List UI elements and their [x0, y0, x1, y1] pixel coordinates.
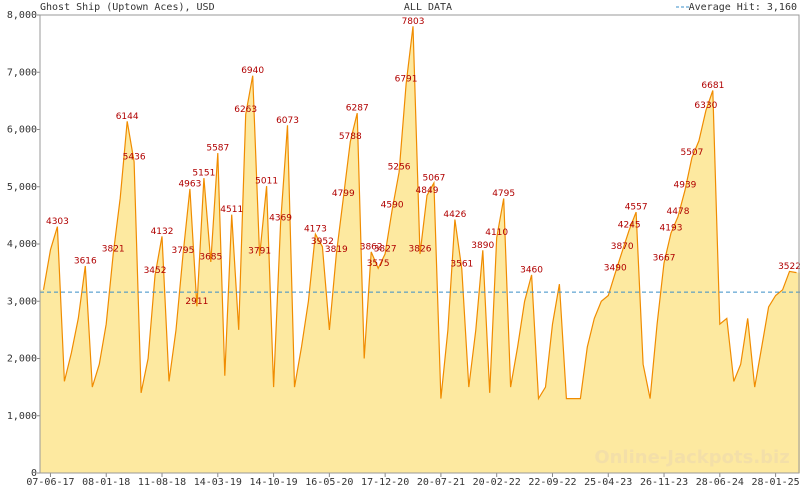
y-tick-label: 0: [31, 468, 37, 479]
data-label: 3561: [450, 260, 473, 270]
data-label: 3490: [604, 264, 627, 274]
x-tick-label: 07-06-17: [26, 477, 74, 488]
data-label: 4245: [618, 220, 641, 230]
data-label: 3667: [653, 254, 676, 264]
legend-label: Average Hit: 3,160: [689, 2, 797, 13]
y-tick-label: 2,000: [7, 354, 37, 365]
data-label: 6940: [241, 66, 264, 76]
data-label: 4795: [492, 189, 515, 199]
y-tick-label: 5,000: [7, 182, 37, 193]
data-label: 3826: [409, 244, 432, 254]
x-tick-label: 17-12-20: [361, 477, 409, 488]
x-tick-label: 22-09-22: [528, 477, 576, 488]
x-tick-label: 20-07-21: [417, 477, 465, 488]
data-label: 5788: [339, 132, 362, 142]
x-tick-label: 11-08-18: [138, 477, 186, 488]
data-label: 5256: [388, 163, 411, 173]
x-tick-label: 14-03-19: [194, 477, 242, 488]
data-label: 4590: [381, 201, 404, 211]
x-tick-label: 26-11-23: [640, 477, 688, 488]
data-label: 5507: [680, 148, 703, 158]
line: [42, 26, 797, 401]
chart-title: Ghost Ship (Uptown Aces), USD: [40, 2, 215, 13]
data-label: 2911: [185, 297, 208, 307]
data-label: 6681: [701, 81, 724, 91]
data-label: 3460: [520, 265, 543, 275]
data-label: 3819: [325, 245, 348, 255]
data-label: 4303: [46, 217, 69, 227]
data-label: 3452: [144, 266, 167, 276]
x-tick-label: 08-01-18: [82, 477, 130, 488]
data-label: 5151: [192, 169, 215, 179]
data-label: 3952: [311, 237, 334, 247]
y-tick-label: 8,000: [7, 10, 37, 21]
data-label: 4193: [660, 223, 683, 233]
data-label: 3870: [611, 242, 634, 252]
data-label: 4557: [625, 203, 648, 213]
data-label: 6287: [346, 104, 369, 114]
data-label: 4511: [220, 205, 243, 215]
data-label: 3862: [360, 242, 383, 252]
data-label: 6330: [694, 101, 717, 111]
data-label: 4963: [178, 179, 201, 189]
x-tick-label: 28-01-25: [752, 477, 800, 488]
data-label: 4939: [674, 181, 697, 191]
y-tick-label: 3,000: [7, 296, 37, 307]
data-label: 4478: [667, 207, 690, 217]
y-tick-label: 4,000: [7, 239, 37, 250]
data-label: 4426: [443, 210, 466, 220]
area: [40, 26, 800, 474]
data-label: 3616: [74, 256, 97, 266]
x-tick-label: 14-10-19: [249, 477, 297, 488]
y-tick-label: 7,000: [7, 67, 37, 78]
data-label: 3827: [374, 244, 397, 254]
data-label: 3890: [471, 241, 494, 251]
data-label: 3685: [199, 253, 222, 263]
data-label: 7803: [402, 17, 425, 27]
data-label: 6263: [234, 105, 257, 115]
data-label: 5436: [123, 152, 146, 162]
data-label: 5011: [255, 177, 278, 187]
data-label: 3575: [367, 259, 390, 269]
y-tick-label: 1,000: [7, 411, 37, 422]
chart-subtitle: ALL DATA: [404, 2, 452, 13]
data-label: 3821: [102, 245, 125, 255]
data-label: 3522: [778, 262, 800, 272]
y-tick-label: 6,000: [7, 125, 37, 136]
watermark: Online-Jackpots.biz: [594, 447, 789, 468]
data-label: 4110: [485, 228, 508, 238]
data-label: 3791: [248, 246, 271, 256]
plot-frame: [39, 14, 800, 474]
data-label: 6791: [395, 75, 418, 85]
data-label: 5587: [206, 144, 229, 154]
data-label: 5067: [422, 173, 445, 183]
x-tick-label: 20-02-22: [473, 477, 521, 488]
data-label: 4173: [304, 225, 327, 235]
data-label: 6073: [276, 116, 299, 126]
x-tick-label: 16-05-20: [305, 477, 353, 488]
data-label: 4849: [416, 186, 439, 196]
x-tick-label: 25-04-23: [584, 477, 632, 488]
data-label: 3795: [171, 246, 194, 256]
data-label: 6144: [116, 112, 139, 122]
data-label: 4799: [332, 189, 355, 199]
data-label: 4369: [269, 213, 292, 223]
data-label: 4132: [151, 227, 174, 237]
x-tick-label: 28-06-24: [696, 477, 744, 488]
